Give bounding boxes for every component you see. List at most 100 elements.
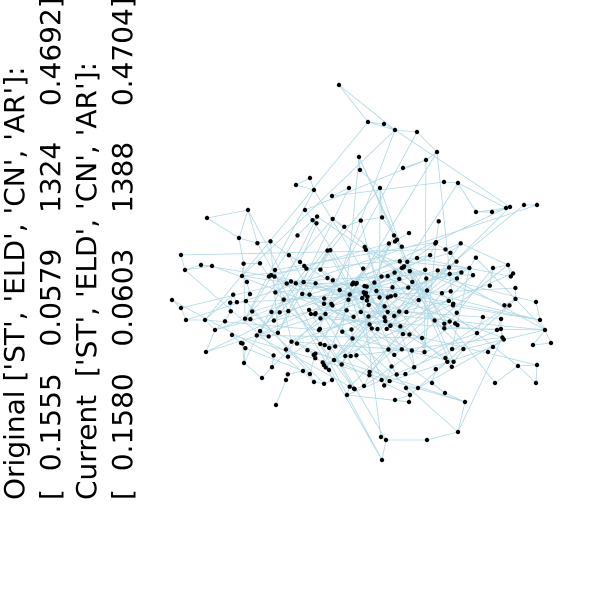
graph-node	[322, 342, 327, 348]
graph-node	[382, 315, 387, 320]
graph-node	[458, 241, 463, 246]
graph-node	[404, 309, 409, 315]
graph-node	[281, 297, 286, 302]
graph-node	[446, 298, 451, 304]
graph-edge	[287, 370, 304, 375]
graph-node	[330, 216, 335, 222]
graph-node	[537, 317, 543, 323]
graph-node	[400, 165, 406, 171]
graph-node	[507, 303, 512, 308]
graph-node	[388, 323, 393, 328]
graph-node	[294, 341, 300, 346]
graph-edge	[184, 264, 202, 271]
graph-edge	[238, 237, 244, 264]
graph-edge	[381, 439, 387, 461]
graph-node	[383, 437, 389, 443]
graph-node	[209, 263, 215, 269]
graph-edge	[532, 342, 552, 346]
graph-edge	[383, 366, 393, 386]
graph-node	[455, 429, 461, 435]
graph-edge	[364, 246, 415, 368]
graph-node	[416, 297, 421, 303]
graph-node	[313, 356, 318, 361]
graph-node	[242, 316, 248, 321]
graph-node	[321, 301, 327, 306]
graph-node	[548, 340, 554, 346]
graph-node	[365, 294, 370, 299]
graph-edge	[205, 329, 216, 353]
graph-node	[409, 348, 414, 353]
graph-node	[305, 348, 310, 353]
graph-node	[365, 119, 371, 125]
graph-node	[449, 346, 455, 352]
graph-edge	[214, 321, 226, 331]
graph-node	[424, 288, 430, 293]
graph-node	[530, 342, 536, 348]
graph-node	[461, 346, 466, 352]
graph-edge	[409, 305, 510, 396]
graph-node	[442, 390, 448, 396]
graph-node	[347, 384, 352, 389]
graph-node	[407, 332, 412, 337]
graph-node	[300, 368, 306, 374]
graph-node	[250, 309, 255, 314]
graph-edge	[309, 309, 407, 313]
graph-node	[454, 259, 459, 264]
graph-node	[331, 357, 337, 363]
graph-edge	[416, 131, 438, 153]
original-label-line: Original ['ST', 'ELD', 'CN', 'AR']:	[0, 66, 31, 500]
graph-edge	[394, 129, 418, 133]
graph-node	[388, 294, 394, 299]
graph-node	[283, 377, 289, 383]
graph-node	[357, 167, 363, 173]
graph-node	[269, 273, 274, 278]
graph-node	[277, 310, 282, 315]
graph-node	[447, 271, 452, 277]
graph-edge	[424, 332, 478, 353]
graph-node	[405, 259, 410, 264]
graph-edge	[288, 310, 390, 382]
graph-node	[384, 326, 389, 332]
graph-edge	[435, 221, 440, 243]
graph-edge	[346, 328, 502, 396]
graph-node	[473, 209, 479, 215]
graph-edge	[366, 269, 426, 288]
graph-edge	[435, 361, 448, 370]
graph-node	[229, 332, 235, 338]
graph-node	[397, 309, 402, 314]
graph-edge	[318, 129, 396, 331]
graph-edge	[394, 394, 411, 401]
graph-node	[269, 309, 274, 315]
graph-node	[358, 309, 363, 315]
graph-edge	[297, 219, 313, 236]
graph-edge	[517, 365, 537, 384]
graph-edge	[390, 278, 427, 326]
graph-node	[222, 319, 228, 324]
graph-node	[434, 149, 440, 155]
graph-edge	[211, 265, 370, 325]
graph-node	[414, 129, 420, 135]
graph-node	[228, 300, 233, 305]
graph-node	[502, 303, 507, 308]
graph-edge	[243, 348, 246, 364]
graph-edge	[425, 151, 438, 161]
graph-node	[393, 293, 398, 298]
graph-node	[272, 267, 278, 273]
graph-node	[330, 278, 335, 283]
graph-node	[356, 154, 362, 160]
graph-edge	[180, 281, 292, 309]
graph-node	[414, 255, 420, 261]
graph-node	[169, 297, 175, 303]
graph-node	[318, 267, 323, 272]
graph-node	[412, 365, 417, 370]
graph-edge	[338, 84, 369, 123]
graph-node	[443, 247, 448, 252]
graph-node	[442, 321, 447, 326]
graph-edge	[399, 260, 470, 269]
graph-node	[243, 298, 249, 304]
graph-edge	[411, 350, 415, 368]
graph-edge	[251, 311, 325, 385]
graph-node	[295, 233, 300, 238]
graph-edge	[268, 276, 450, 322]
